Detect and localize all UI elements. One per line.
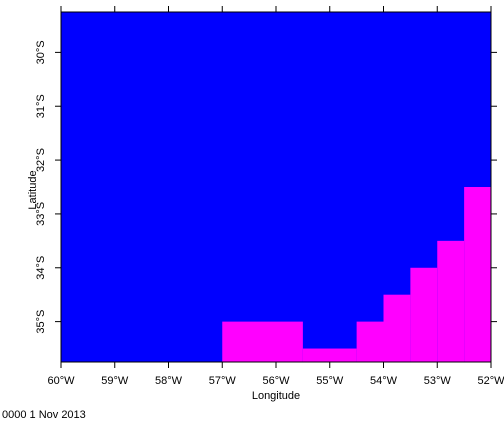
cell <box>464 187 491 362</box>
y-tick-label: 32°S <box>35 148 47 172</box>
x-tick-label: 52°W <box>477 375 504 387</box>
x-tick-label: 59°W <box>101 375 129 387</box>
x-axis-label: Longitude <box>252 390 300 402</box>
cell <box>410 267 438 362</box>
cell <box>356 321 384 362</box>
x-tick-label: 57°W <box>209 375 237 387</box>
x-tick-label: 54°W <box>370 375 398 387</box>
y-tick-label: 35°S <box>35 310 47 334</box>
x-tick-label: 53°W <box>424 375 452 387</box>
y-axis-label: Latitude <box>27 170 39 209</box>
y-tick-label: 31°S <box>35 94 47 118</box>
cell <box>437 240 465 362</box>
x-tick-label: 56°W <box>262 375 290 387</box>
cell <box>222 321 303 362</box>
y-tick-label: 33°S <box>35 202 47 226</box>
y-tick-label: 30°S <box>35 40 47 64</box>
x-tick-label: 58°W <box>155 375 183 387</box>
x-tick-label: 60°W <box>47 375 75 387</box>
footer: 0000 1 Nov 2013 <box>2 409 86 421</box>
y-tick-label: 34°S <box>35 256 47 280</box>
cell <box>383 294 411 362</box>
cell <box>302 348 357 362</box>
x-tick-label: 55°W <box>316 375 344 387</box>
